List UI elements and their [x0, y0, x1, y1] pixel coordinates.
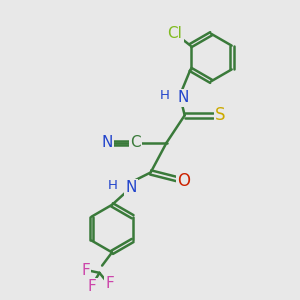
Text: S: S [215, 106, 226, 124]
Text: Cl: Cl [167, 26, 182, 41]
Text: F: F [88, 279, 97, 294]
Text: O: O [178, 172, 190, 190]
Text: N: N [177, 90, 189, 105]
Text: F: F [105, 276, 114, 291]
Text: N: N [126, 181, 137, 196]
Text: F: F [81, 263, 90, 278]
Text: C: C [130, 135, 140, 150]
Text: H: H [160, 89, 170, 102]
Text: H: H [108, 179, 118, 193]
Text: N: N [101, 135, 113, 150]
